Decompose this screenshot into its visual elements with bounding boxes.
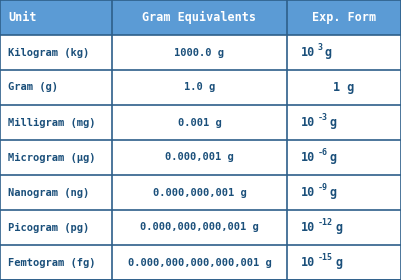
Text: 0.000,001 g: 0.000,001 g: [165, 153, 234, 162]
Bar: [287, 70, 401, 105]
Text: 0.000,000,001 g: 0.000,000,001 g: [153, 188, 246, 197]
Text: Unit: Unit: [8, 11, 36, 24]
Text: -12: -12: [318, 218, 333, 227]
Bar: [0, 105, 112, 140]
Text: 1.0 g: 1.0 g: [184, 83, 215, 92]
Bar: [112, 245, 287, 280]
Text: 10: 10: [301, 221, 315, 234]
Text: g: g: [330, 116, 337, 129]
Text: g: g: [330, 151, 337, 164]
Text: 10: 10: [301, 186, 315, 199]
Bar: [112, 35, 287, 70]
Bar: [287, 210, 401, 245]
Bar: [287, 0, 401, 35]
Text: g: g: [336, 221, 342, 234]
Text: Gram Equivalents: Gram Equivalents: [142, 11, 257, 24]
Text: -3: -3: [318, 113, 328, 122]
Bar: [287, 245, 401, 280]
Bar: [287, 35, 401, 70]
Text: Exp. Form: Exp. Form: [312, 11, 376, 24]
Text: 10: 10: [301, 46, 315, 59]
Text: Microgram (μg): Microgram (μg): [8, 153, 95, 162]
Text: g: g: [336, 256, 342, 269]
Text: 3: 3: [318, 43, 323, 52]
Bar: [112, 140, 287, 175]
Text: 10: 10: [301, 256, 315, 269]
Text: Kilogram (kg): Kilogram (kg): [8, 48, 89, 57]
Text: 0.000,000,000,000,001 g: 0.000,000,000,000,001 g: [128, 258, 271, 267]
Text: Milligram (mg): Milligram (mg): [8, 118, 95, 127]
Bar: [0, 0, 112, 35]
Text: -9: -9: [318, 183, 328, 192]
Bar: [112, 105, 287, 140]
Text: Nanogram (ng): Nanogram (ng): [8, 188, 89, 197]
Text: g: g: [330, 186, 337, 199]
Text: -15: -15: [318, 253, 333, 262]
Bar: [287, 175, 401, 210]
Bar: [287, 105, 401, 140]
Text: g: g: [324, 46, 332, 59]
Text: Gram (g): Gram (g): [8, 83, 58, 92]
Bar: [0, 210, 112, 245]
Bar: [0, 70, 112, 105]
Bar: [112, 70, 287, 105]
Text: 0.000,000,000,001 g: 0.000,000,000,001 g: [140, 223, 259, 232]
Text: Femtogram (fg): Femtogram (fg): [8, 258, 95, 267]
Text: 1 g: 1 g: [333, 81, 355, 94]
Bar: [112, 0, 287, 35]
Text: Picogram (pg): Picogram (pg): [8, 223, 89, 232]
Bar: [287, 140, 401, 175]
Text: 1000.0 g: 1000.0 g: [174, 48, 225, 57]
Bar: [0, 35, 112, 70]
Text: -6: -6: [318, 148, 328, 157]
Bar: [112, 210, 287, 245]
Bar: [0, 245, 112, 280]
Text: 10: 10: [301, 151, 315, 164]
Bar: [0, 175, 112, 210]
Bar: [0, 140, 112, 175]
Text: 10: 10: [301, 116, 315, 129]
Text: 0.001 g: 0.001 g: [178, 118, 221, 127]
Bar: [112, 175, 287, 210]
